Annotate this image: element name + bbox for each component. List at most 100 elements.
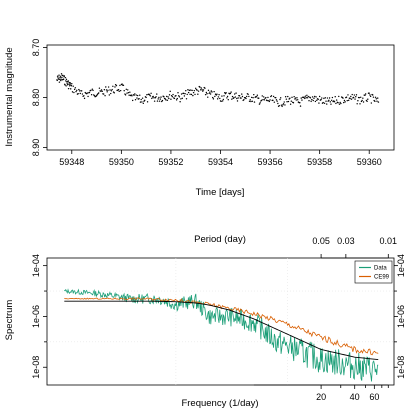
light-curve-point bbox=[249, 99, 251, 101]
light-curve-point bbox=[241, 95, 244, 98]
light-curve-point bbox=[245, 97, 247, 100]
light-curve-point bbox=[342, 97, 344, 99]
light-curve-point bbox=[231, 95, 234, 98]
light-curve-point bbox=[267, 96, 269, 99]
light-curve-point bbox=[252, 96, 254, 99]
light-curve-point bbox=[189, 93, 191, 95]
light-curve-point bbox=[263, 99, 266, 101]
light-curve-point bbox=[63, 75, 66, 77]
light-curve-point bbox=[289, 103, 292, 105]
light-curve-point bbox=[119, 84, 121, 87]
light-curve-point bbox=[58, 74, 60, 76]
light-curve-point bbox=[259, 102, 261, 104]
light-curve-point bbox=[175, 95, 177, 97]
spectrum-right-y-tick-label: 1e-08 bbox=[396, 356, 406, 379]
light-curve-point bbox=[343, 101, 345, 104]
light-curve-point bbox=[145, 96, 147, 99]
light-curve-point bbox=[356, 103, 358, 105]
light-curve-point bbox=[66, 82, 68, 85]
light-curve-point bbox=[183, 95, 186, 97]
light-curve-point bbox=[107, 89, 109, 92]
light-curve-point bbox=[248, 100, 251, 103]
light-curve-x-tick-label: 59358 bbox=[307, 157, 332, 167]
light-curve-point bbox=[68, 83, 70, 85]
light-curve-point bbox=[90, 89, 92, 92]
light-curve-point bbox=[102, 93, 105, 95]
light-curve-point bbox=[204, 87, 206, 89]
light-curve-point bbox=[62, 78, 65, 80]
light-curve-points bbox=[56, 73, 380, 108]
light-curve-point bbox=[296, 97, 298, 99]
light-curve-point bbox=[124, 94, 127, 96]
light-curve-point bbox=[320, 98, 322, 101]
light-curve-point bbox=[216, 93, 218, 95]
light-curve-point bbox=[177, 92, 179, 94]
light-curve-point bbox=[104, 95, 106, 97]
light-curve-point bbox=[220, 100, 222, 103]
light-curve-point bbox=[117, 88, 120, 91]
light-curve-point bbox=[188, 89, 191, 92]
light-curve-point bbox=[223, 95, 225, 97]
light-curve-point bbox=[59, 76, 61, 79]
light-curve-point bbox=[127, 91, 130, 94]
light-curve-point bbox=[103, 88, 106, 91]
light-curve-y-axis: 8.70 8.80 8.90 bbox=[31, 39, 47, 156]
light-curve-point bbox=[355, 94, 358, 96]
light-curve-point bbox=[71, 91, 74, 93]
light-curve-point bbox=[176, 97, 178, 100]
light-curve-point bbox=[114, 83, 117, 86]
light-curve-point bbox=[108, 94, 111, 96]
light-curve-point bbox=[178, 95, 180, 97]
light-curve-x-tick-label: 59360 bbox=[357, 157, 382, 167]
light-curve-point bbox=[307, 95, 310, 98]
light-curve-point bbox=[74, 87, 77, 89]
legend-label-data: Data bbox=[374, 266, 387, 272]
light-curve-point bbox=[113, 92, 115, 94]
light-curve-point bbox=[146, 94, 148, 96]
light-curve-point bbox=[321, 97, 323, 99]
light-curve-x-tick-label: 59352 bbox=[158, 157, 183, 167]
spectrum-x-axis: 20 40 60 bbox=[253, 384, 389, 402]
light-curve-point bbox=[105, 89, 108, 91]
light-curve-point bbox=[199, 86, 201, 88]
light-curve-point bbox=[60, 73, 63, 75]
light-curve-point bbox=[57, 76, 59, 78]
light-curve-x-tick-label: 59356 bbox=[258, 157, 283, 167]
light-curve-point bbox=[275, 97, 277, 99]
light-curve-point bbox=[338, 95, 340, 98]
light-curve-point bbox=[311, 98, 313, 101]
light-curve-point bbox=[246, 95, 248, 98]
light-curve-point bbox=[184, 92, 186, 95]
light-curve-point bbox=[263, 96, 265, 98]
period-tick-label: 0.01 bbox=[380, 236, 398, 246]
light-curve-point bbox=[255, 96, 258, 98]
light-curve-point bbox=[269, 99, 271, 101]
light-curve-point bbox=[281, 105, 283, 108]
light-curve-point bbox=[299, 105, 302, 107]
light-curve-point bbox=[289, 97, 291, 99]
light-curve-point bbox=[318, 102, 320, 104]
light-curve-point bbox=[165, 95, 168, 98]
light-curve-point bbox=[306, 97, 309, 99]
light-curve-point bbox=[192, 91, 195, 94]
light-curve-point bbox=[358, 96, 360, 99]
light-curve-x-tick-label: 59350 bbox=[109, 157, 134, 167]
light-curve-point bbox=[56, 79, 58, 82]
light-curve-point bbox=[370, 102, 373, 104]
light-curve-point bbox=[141, 97, 144, 99]
light-curve-point bbox=[140, 98, 142, 101]
light-curve-point bbox=[126, 92, 128, 94]
light-curve-point bbox=[78, 88, 80, 91]
light-curve-point bbox=[265, 96, 267, 99]
light-curve-point bbox=[351, 93, 353, 96]
light-curve-point bbox=[290, 100, 293, 102]
spectrum-ce99-line bbox=[64, 297, 379, 356]
light-curve-x-tick-label: 59354 bbox=[208, 157, 233, 167]
light-curve-point bbox=[317, 98, 319, 100]
light-curve-point bbox=[235, 92, 237, 94]
light-curve-point bbox=[155, 96, 157, 98]
light-curve-point bbox=[61, 76, 63, 79]
light-curve-point bbox=[287, 100, 290, 103]
light-curve-point bbox=[286, 101, 288, 103]
light-curve-point bbox=[305, 97, 307, 99]
